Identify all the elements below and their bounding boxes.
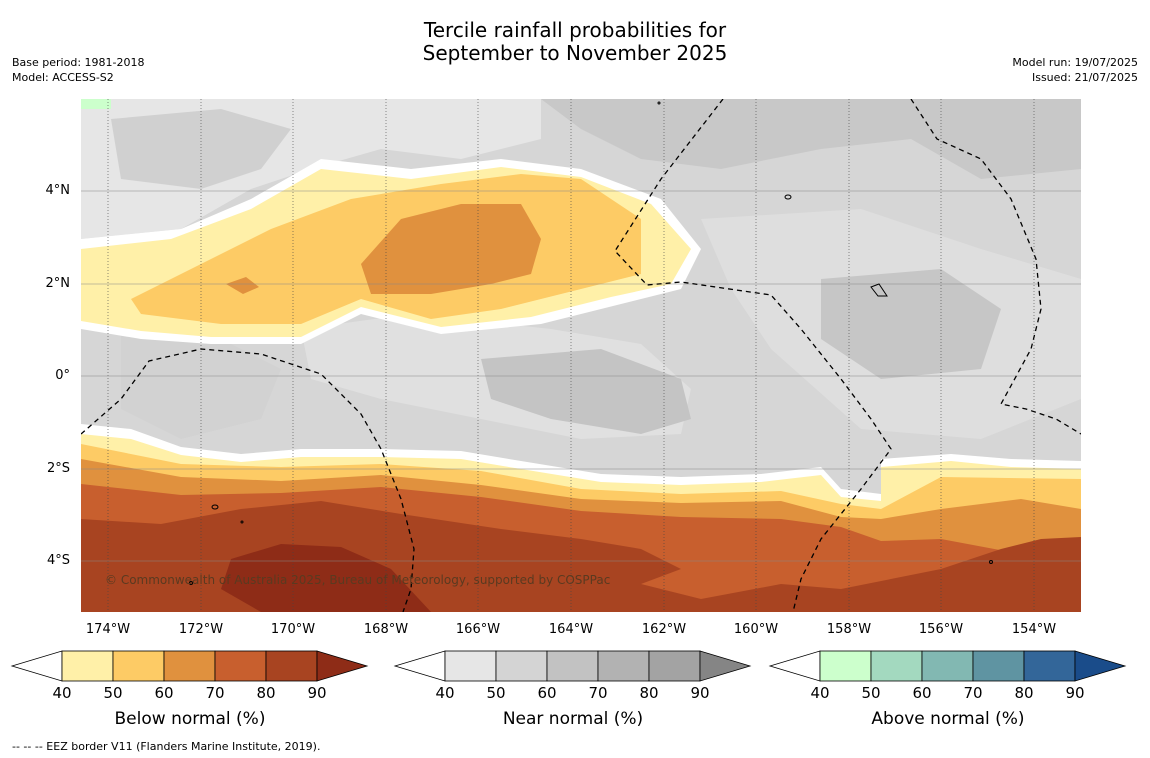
lon-label-162w: 162°W (641, 622, 687, 637)
legend-above-swatch-60 (921, 650, 974, 682)
lon-label-154w: 154°W (1011, 622, 1057, 637)
legend-near-title: Near normal (%) (502, 709, 644, 729)
legend-below-swatch-60 (163, 650, 216, 682)
lon-label-156w: 156°W (918, 622, 964, 637)
legend-below-swatch-50 (112, 650, 165, 682)
legend-above-normal: 40 50 60 70 80 90 Above normal (%) (768, 648, 1128, 729)
above-normal-40-patch (81, 99, 111, 109)
map-title: Tercile rainfall probabilities for Septe… (0, 19, 1150, 65)
legend-below-swatch-40 (61, 650, 114, 682)
parallel-lines (81, 190, 1081, 562)
map-svg (81, 99, 1081, 612)
legend-near-tick-70: 70 (588, 684, 608, 702)
island-1 (784, 194, 792, 200)
legend-near-tick-80: 80 (639, 684, 659, 702)
near-normal-50-patch (111, 109, 291, 189)
island-6 (989, 560, 993, 564)
legend-above-tick-90: 90 (1065, 684, 1085, 702)
legend-below-tick-70: 70 (205, 684, 225, 702)
lat-label-equator: 0° (55, 368, 70, 383)
legend-near-tick-90: 90 (690, 684, 710, 702)
island-3 (211, 504, 219, 510)
model-run-label: Model run: 19/07/2025 (1012, 56, 1138, 69)
legend-near-swatch-80 (648, 650, 701, 682)
legend-near-tick-50: 50 (486, 684, 506, 702)
legend-near-tick-40: 40 (435, 684, 455, 702)
meta-left: Base period: 1981-2018 Model: ACCESS-S2 (12, 55, 144, 85)
lat-label-2n: 2°N (45, 276, 71, 291)
lon-label-164w: 164°W (548, 622, 594, 637)
legend-below-tick-80: 80 (256, 684, 276, 702)
legend-above-max-arrow (1074, 650, 1127, 682)
legend-below-swatch-70 (214, 650, 267, 682)
legend-near-min-arrow (393, 650, 446, 682)
legend-above-swatch-80 (1023, 650, 1076, 682)
legend-below-tick-50: 50 (103, 684, 123, 702)
legend-near-swatch-70 (597, 650, 650, 682)
legend-above-colorbar (768, 650, 1127, 682)
base-period-label: Base period: 1981-2018 (12, 56, 145, 69)
legend-above-swatch-70 (972, 650, 1025, 682)
rainfall-map: © Commonwealth of Australia 2025, Bureau… (81, 99, 1081, 612)
below-normal-60-patch (226, 277, 259, 294)
legend-below-tick-90: 90 (307, 684, 327, 702)
eez-border-west (81, 348, 415, 612)
legend-near-max-arrow (699, 650, 752, 682)
lon-label-168w: 168°W (363, 622, 409, 637)
island-2 (870, 283, 888, 297)
lat-label-4n: 4°N (45, 183, 71, 198)
island-7 (657, 101, 661, 105)
near-normal-60-patch-c (481, 349, 691, 434)
lat-label-4s: 4°S (46, 553, 70, 568)
legend-above-tick-80: 80 (1014, 684, 1034, 702)
legend-below-min-arrow (10, 650, 63, 682)
legend-above-title: Above normal (%) (871, 709, 1025, 729)
legend-above-tick-70: 70 (963, 684, 983, 702)
lon-label-160w: 160°W (733, 622, 779, 637)
lon-label-174w: 174°W (85, 622, 131, 637)
legend-above-tick-60: 60 (912, 684, 932, 702)
copyright-notice: © Commonwealth of Australia 2025, Bureau… (105, 573, 611, 587)
legend-below-swatch-80 (265, 650, 318, 682)
lon-label-166w: 166°W (455, 622, 501, 637)
legend-below-normal: 40 50 60 70 80 90 Below normal (%) (10, 648, 370, 729)
lat-label-2s: 2°S (46, 461, 70, 476)
lon-label-158w: 158°W (826, 622, 872, 637)
eez-border-central (614, 99, 892, 612)
near-normal-60-patch-e (821, 269, 1001, 379)
eez-borders (81, 99, 1081, 612)
lon-label-170w: 170°W (270, 622, 316, 637)
legend-below-tick-60: 60 (154, 684, 174, 702)
eez-footnote: -- -- -- EEZ border V11 (Flanders Marine… (12, 740, 321, 753)
legend-near-colorbar (393, 650, 752, 682)
legend-below-colorbar (10, 650, 369, 682)
legend-below-max-arrow (316, 650, 369, 682)
legend-above-swatch-40 (819, 650, 872, 682)
legend-below-title: Below normal (%) (114, 709, 266, 729)
title-line-1: Tercile rainfall probabilities for (423, 18, 727, 42)
legend-above-tick-50: 50 (861, 684, 881, 702)
legend-near-tick-60: 60 (537, 684, 557, 702)
legend-above-swatch-50 (870, 650, 923, 682)
legend-below-tick-40: 40 (52, 684, 72, 702)
legend-near-normal: 40 50 60 70 80 90 Near normal (%) (393, 648, 753, 729)
lon-label-172w: 172°W (178, 622, 224, 637)
below-normal-60-north (361, 204, 541, 294)
issued-label: Issued: 21/07/2025 (1031, 71, 1138, 84)
legend-above-tick-40: 40 (810, 684, 830, 702)
legend-near-swatch-60 (546, 650, 599, 682)
model-label: Model: ACCESS-S2 (12, 71, 114, 84)
eez-border-east (910, 99, 1081, 435)
title-line-2: September to November 2025 (422, 41, 728, 65)
legend-near-swatch-50 (495, 650, 548, 682)
legend-above-min-arrow (768, 650, 821, 682)
legend-near-swatch-40 (444, 650, 497, 682)
island-5 (189, 581, 193, 585)
islands (189, 101, 993, 585)
meta-right: Model run: 19/07/2025 Issued: 21/07/2025 (1012, 55, 1138, 85)
island-4 (240, 520, 244, 524)
